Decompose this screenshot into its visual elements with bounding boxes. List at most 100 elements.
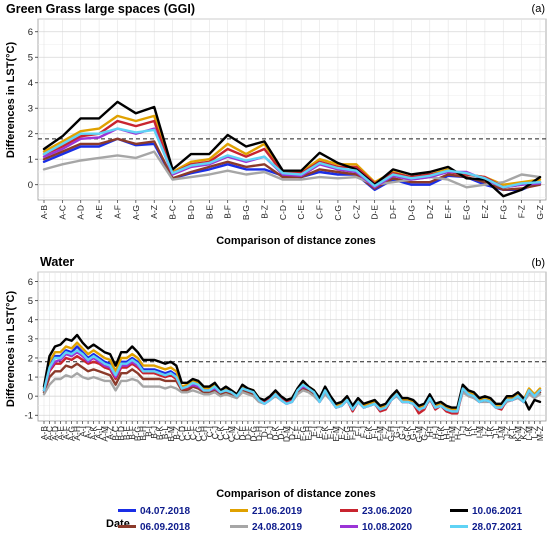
x-tick-label: B-G — [133, 426, 143, 441]
x-tick-label: G-H — [386, 426, 396, 442]
x-tick-label: A-F — [113, 205, 123, 219]
x-tick-label: C-I — [204, 426, 214, 437]
y-tick-label: 4 — [28, 78, 33, 89]
panel-b-ylabel: Differences in LST(°C) — [5, 291, 17, 408]
y-tick-label: 2 — [28, 353, 33, 364]
x-tick-label: G-M — [414, 426, 424, 443]
x-tick-label: C-Z — [232, 426, 242, 440]
x-tick-label: F-J — [359, 426, 369, 438]
x-tick-label: I-M — [474, 426, 484, 438]
panel-a-title: Green Grass large spaces (GGI) — [6, 2, 195, 16]
y-tick-label: 1 — [28, 372, 33, 383]
x-tick-label: A-E — [56, 426, 66, 441]
series-line — [42, 150, 542, 189]
x-tick-label: K-M — [513, 426, 523, 442]
series-line — [42, 349, 542, 413]
x-tick-label: F-Z — [381, 426, 391, 439]
legend-label: 10.06.2021 — [472, 506, 522, 517]
y-tick-label: 5 — [28, 296, 33, 307]
legend-label: 28.07.2021 — [472, 522, 522, 533]
x-tick-label: F-G — [498, 205, 508, 220]
x-tick-label: C-K — [215, 426, 225, 441]
x-tick-label: K-Z — [519, 426, 529, 440]
series-line — [42, 127, 542, 189]
x-tick-label: A-E — [94, 205, 104, 220]
x-tick-label: A-M — [100, 426, 110, 442]
y-tick-label: 3 — [28, 104, 33, 115]
x-tick-label: D-G — [248, 426, 258, 442]
panel-b-xlabel: Comparison of distance zones — [216, 488, 376, 500]
x-tick-label: A-Z — [149, 205, 159, 219]
x-tick-label: B-M — [166, 426, 176, 442]
x-tick-label: G-K — [403, 426, 413, 441]
x-tick-label: E-Z — [337, 426, 347, 440]
x-tick-label: I-L — [469, 426, 479, 436]
x-tick-label: L-Z — [530, 426, 540, 439]
x-tick-label: D-J — [265, 426, 275, 439]
panel-b: Water (b) Differences in LST(°C) Compari… — [5, 255, 547, 500]
x-tick-label: A-J — [83, 426, 93, 439]
y-tick-label: 0 — [28, 391, 33, 402]
x-tick-label: B-C — [168, 205, 178, 220]
x-tick-label: K-L — [507, 426, 517, 440]
x-tick-label: D-M — [282, 426, 292, 442]
x-tick-label: A-G — [67, 426, 77, 441]
x-tick-label: A-G — [131, 205, 141, 220]
x-tick-label: B-Z — [259, 205, 269, 219]
x-tick-label: C-L — [221, 426, 231, 440]
x-tick-label: G-I — [392, 426, 402, 438]
x-tick-label: A-B — [39, 205, 49, 220]
x-tick-label: F-Z — [517, 205, 527, 218]
x-tick-label: B-E — [204, 205, 214, 220]
x-tick-label: C-G — [333, 205, 343, 221]
x-tick-label: A-L — [94, 426, 104, 440]
panel-a-tag: (a) — [532, 3, 545, 15]
legend-label: 23.06.2020 — [362, 506, 412, 517]
x-tick-label: C-D — [177, 426, 187, 441]
x-tick-label: B-C — [111, 426, 121, 441]
y-tick-label: 1 — [28, 155, 33, 166]
x-tick-label: D-E — [237, 426, 247, 441]
x-tick-label: D-F — [243, 426, 253, 440]
x-tick-label: B-H — [138, 426, 148, 441]
x-tick-label: D-Z — [425, 205, 435, 219]
x-tick-label: E-I — [309, 426, 319, 437]
y-tick-label: 2 — [28, 129, 33, 140]
x-tick-label: H-J — [430, 426, 440, 439]
x-tick-label: A-Z — [105, 426, 115, 440]
y-tick-label: -1 — [25, 411, 33, 422]
x-tick-label: H-I — [425, 426, 435, 437]
legend-label: 10.08.2020 — [362, 522, 412, 533]
x-tick-label: C-G — [193, 426, 203, 442]
x-tick-label: H-M — [447, 426, 457, 442]
x-tick-label: E-Z — [480, 205, 490, 219]
x-tick-label: H-Z — [452, 426, 462, 440]
x-tick-label: F-M — [375, 426, 385, 441]
legend-title: Date — [106, 518, 130, 530]
x-tick-label: I-J — [458, 426, 468, 435]
x-tick-label: C-M — [226, 426, 236, 442]
series-line — [42, 137, 542, 192]
x-tick-label: A-D — [50, 426, 60, 441]
x-tick-label: I-K — [463, 426, 473, 437]
x-tick-label: A-C — [57, 205, 67, 220]
x-tick-label: E-K — [320, 426, 330, 441]
x-tick-label: B-F — [223, 205, 233, 219]
x-tick-label: F-G — [342, 426, 352, 441]
x-tick-label: F-I — [353, 426, 363, 436]
x-tick-label: E-G — [462, 205, 472, 220]
x-tick-label: A-H — [72, 426, 82, 441]
legend: Date 04.07.2018 06.09.2018 21.06.2019 24.08… — [106, 506, 522, 533]
x-tick-label: M-Z — [535, 426, 545, 441]
y-tick-label: 6 — [28, 277, 33, 288]
x-tick-label: E-G — [298, 426, 308, 441]
x-tick-label: B-K — [155, 426, 165, 441]
x-tick-label: B-G — [241, 205, 251, 220]
x-tick-label: D-H — [254, 426, 264, 441]
x-tick-label: E-F — [443, 205, 453, 219]
legend-label: 06.09.2018 — [140, 522, 190, 533]
x-tick-label: A-C — [45, 426, 55, 441]
x-tick-label: C-F — [188, 426, 198, 440]
x-tick-label: L-M — [524, 426, 534, 441]
